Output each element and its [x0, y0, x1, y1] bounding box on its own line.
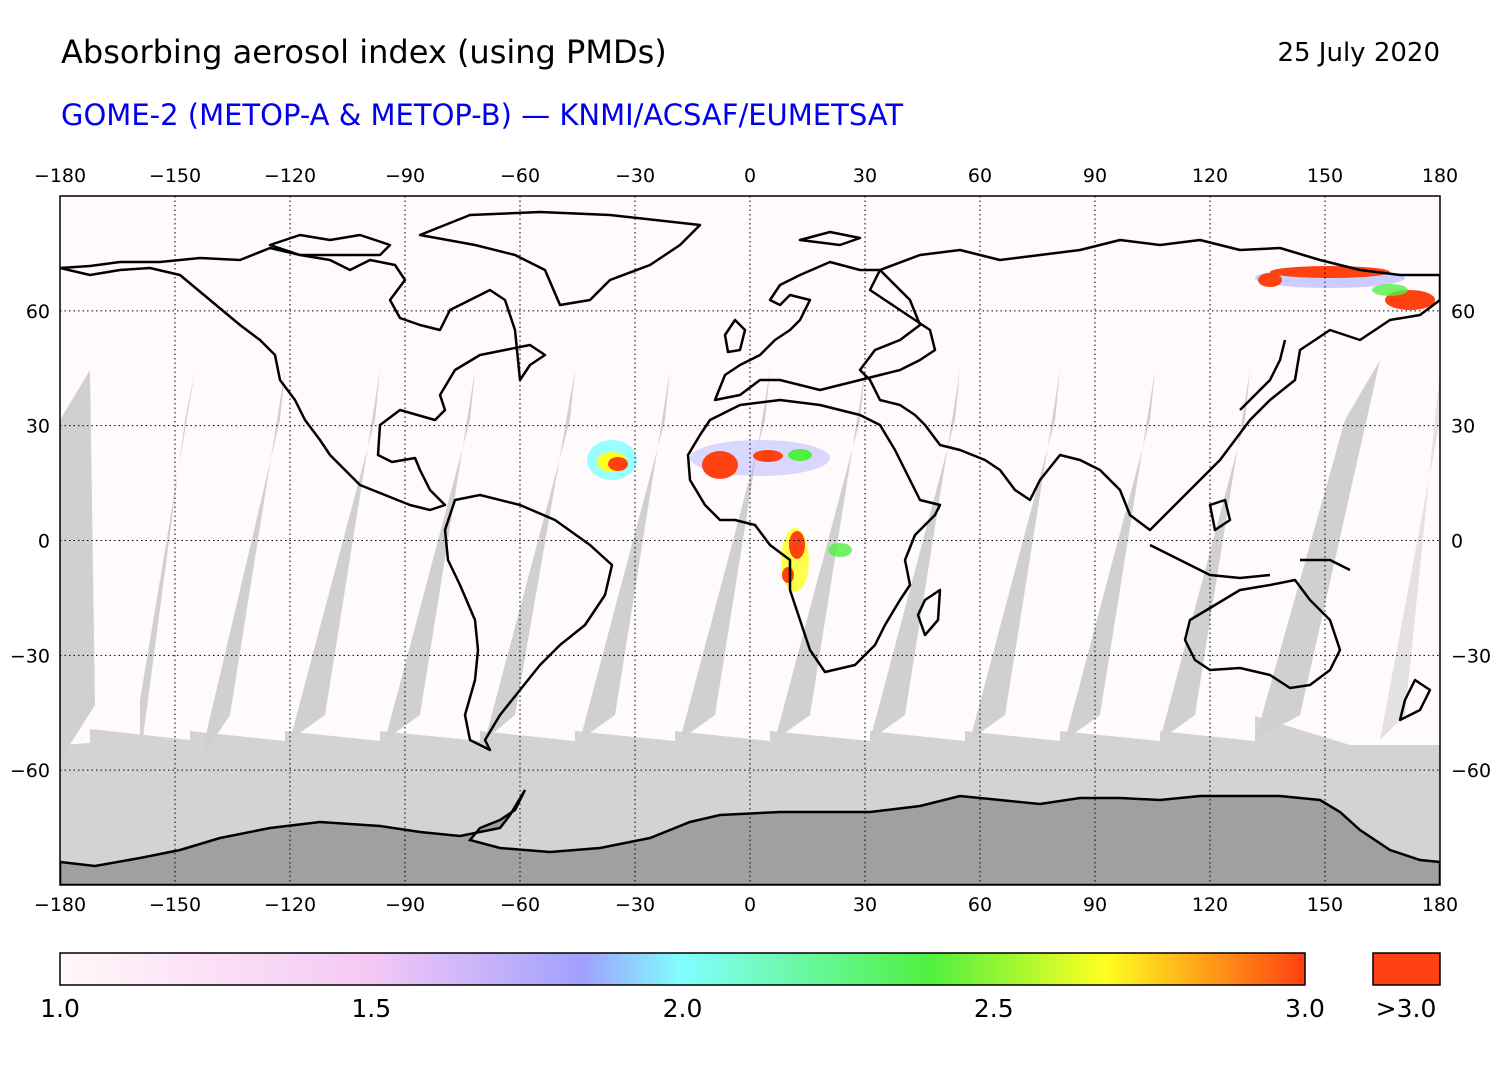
- lon-tick-label: 60: [968, 894, 992, 916]
- lon-tick-label: 120: [1192, 165, 1228, 187]
- lat-tick-labels-right: 60 30 0 −30 −60: [1451, 301, 1491, 782]
- lat-tick-label: −30: [1451, 645, 1491, 667]
- lon-tick-label: 30: [853, 894, 877, 916]
- colorbar-tick-label: 2.5: [973, 994, 1014, 1023]
- lon-tick-label: −90: [385, 894, 425, 916]
- lon-tick-labels-top: −180 −150 −120 −90 −60 −30 0 30 60 90 120 150 180: [34, 165, 1458, 187]
- map-title: Absorbing aerosol index (using PMDs): [61, 33, 667, 71]
- lon-tick-labels-bottom: −180 −150 −120 −90 −60 −30 0 30 60 90 120 150 180: [34, 894, 1458, 916]
- aerosol-plumes: [587, 266, 1435, 592]
- lon-tick-label: −120: [264, 894, 316, 916]
- orbit-gaps: [60, 360, 1440, 760]
- lon-tick-label: 90: [1083, 894, 1107, 916]
- lat-tick-label: 0: [1451, 531, 1463, 553]
- gridlines: [60, 196, 1440, 885]
- lon-tick-label: 120: [1192, 894, 1228, 916]
- lat-tick-label: 60: [26, 301, 50, 323]
- colorbar: [59, 952, 1306, 986]
- map-date: 25 July 2020: [1277, 38, 1440, 68]
- lat-tick-labels-left: 60 30 0 −30 −60: [10, 301, 50, 782]
- lat-tick-label: −60: [10, 760, 50, 782]
- coastlines: [60, 210, 1440, 752]
- lat-tick-label: 30: [1451, 416, 1475, 438]
- lon-tick-label: −60: [500, 894, 540, 916]
- lat-tick-label: −60: [1451, 760, 1491, 782]
- lat-tick-label: −30: [10, 645, 50, 667]
- lon-tick-label: 30: [853, 165, 877, 187]
- lat-tick-label: 60: [1451, 301, 1475, 323]
- lon-tick-label: −60: [500, 165, 540, 187]
- lon-tick-label: −30: [615, 165, 655, 187]
- lon-tick-label: 180: [1422, 894, 1458, 916]
- lon-tick-label: −180: [34, 894, 86, 916]
- lon-tick-label: 180: [1422, 165, 1458, 187]
- colorbar-tick-label: 1.5: [351, 994, 392, 1023]
- colorbar-overflow-swatch: [1372, 952, 1441, 986]
- lat-tick-label: 0: [38, 531, 50, 553]
- lon-tick-label: −30: [615, 894, 655, 916]
- colorbar-overflow-label: >3.0: [1375, 994, 1437, 1023]
- map-frame: [59, 195, 1441, 886]
- lon-tick-label: −90: [385, 165, 425, 187]
- lon-tick-label: 150: [1307, 894, 1343, 916]
- map-subtitle: GOME-2 (METOP-A & METOP-B) — KNMI/ACSAF/…: [61, 98, 904, 132]
- lon-tick-label: −150: [149, 165, 201, 187]
- lon-tick-label: 150: [1307, 165, 1343, 187]
- colorbar-tick-label: 2.0: [662, 994, 703, 1023]
- lon-tick-label: 90: [1083, 165, 1107, 187]
- colorbar-tick-label: 1.0: [40, 994, 80, 1023]
- lon-tick-label: 0: [744, 894, 756, 916]
- lon-tick-label: −120: [264, 165, 316, 187]
- colorbar-tick-label: 3.0: [1285, 994, 1325, 1023]
- lon-tick-label: −150: [149, 894, 201, 916]
- lon-tick-label: 0: [744, 165, 756, 187]
- lon-tick-label: 60: [968, 165, 992, 187]
- lon-tick-label: −180: [34, 165, 86, 187]
- lat-tick-label: 30: [26, 416, 50, 438]
